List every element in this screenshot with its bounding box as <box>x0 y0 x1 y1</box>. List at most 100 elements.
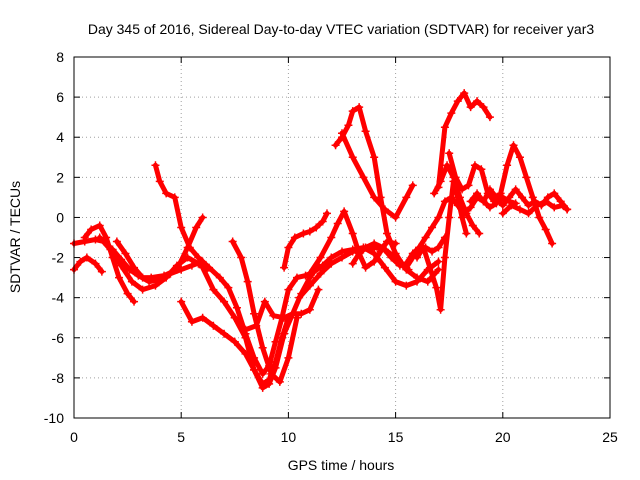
data-point <box>387 253 396 262</box>
data-point <box>348 259 357 268</box>
data-point <box>106 245 115 254</box>
data-point <box>378 243 387 252</box>
data-point <box>470 161 479 170</box>
data-point <box>121 249 130 258</box>
data-point <box>455 193 464 202</box>
data-point <box>299 229 308 238</box>
x-tick-label: 0 <box>70 429 78 445</box>
data-point <box>269 311 278 320</box>
data-point <box>241 333 250 342</box>
data-point <box>479 197 488 206</box>
data-point <box>355 103 364 112</box>
data-point <box>434 213 443 222</box>
data-point <box>370 257 379 266</box>
data-point <box>97 267 106 276</box>
data-point <box>423 277 432 286</box>
data-point <box>563 205 572 214</box>
data-point <box>475 229 484 238</box>
data-point <box>258 369 267 378</box>
data-point <box>209 285 218 294</box>
data-point <box>228 237 237 246</box>
data-point <box>267 369 276 378</box>
data-point <box>440 197 449 206</box>
plot-frame <box>73 56 611 419</box>
data-point <box>327 233 336 242</box>
data-point <box>430 189 439 198</box>
y-tick-label: 6 <box>56 89 64 105</box>
data-point <box>473 189 482 198</box>
data-point <box>548 239 557 248</box>
data-point <box>507 201 516 210</box>
data-point <box>91 235 100 244</box>
data-point <box>252 321 261 330</box>
data-point <box>432 283 441 292</box>
data-point <box>224 283 233 292</box>
data-point <box>466 103 475 112</box>
series-sat-u <box>445 141 557 248</box>
series-sat-v <box>466 185 572 214</box>
data-point <box>314 285 323 294</box>
data-point <box>434 257 443 266</box>
data-point <box>209 321 218 330</box>
data-point <box>237 253 246 262</box>
data-point <box>464 181 473 190</box>
data-point <box>380 263 389 272</box>
data-point <box>327 259 336 268</box>
data-point <box>348 153 357 162</box>
data-point <box>503 161 512 170</box>
data-point <box>391 213 400 222</box>
data-point <box>402 281 411 290</box>
data-point <box>82 253 91 262</box>
y-tick-label: -4 <box>52 290 65 306</box>
data-point <box>535 213 544 222</box>
data-point <box>462 209 471 218</box>
data-point <box>125 265 134 274</box>
data-point <box>505 193 514 202</box>
y-tick-label: 0 <box>56 209 64 225</box>
data-point <box>198 263 207 272</box>
data-point <box>370 153 379 162</box>
x-tick-label: 5 <box>177 429 185 445</box>
data-point <box>215 273 224 282</box>
y-tick-label: -2 <box>52 250 65 266</box>
data-point <box>138 285 147 294</box>
data-point <box>338 253 346 262</box>
data-point <box>518 193 527 202</box>
data-point <box>492 193 501 202</box>
grid <box>74 57 610 418</box>
data-point <box>458 185 467 194</box>
data-point <box>541 197 550 206</box>
data-point <box>419 243 428 252</box>
data-point <box>130 297 139 306</box>
data-point <box>479 103 488 112</box>
y-tick-label: 2 <box>56 169 64 185</box>
data-point <box>359 173 368 182</box>
data-point <box>522 173 531 182</box>
data-point <box>370 193 379 202</box>
x-tick-label: 15 <box>388 429 404 445</box>
data-point <box>295 293 304 302</box>
data-point <box>292 273 301 282</box>
data-point <box>451 173 460 182</box>
data-point <box>305 305 314 314</box>
data-point <box>380 205 389 214</box>
series-line <box>468 186 570 212</box>
y-tick-label: 8 <box>56 49 64 65</box>
data-point <box>127 277 136 286</box>
chart-title: Day 345 of 2016, Sidereal Day-to-day VTE… <box>88 21 594 37</box>
data-point <box>428 247 437 256</box>
series-sat-k <box>280 209 331 272</box>
data-point <box>402 193 411 202</box>
data-point <box>130 263 139 272</box>
data-point <box>170 193 179 202</box>
data-point <box>290 233 299 242</box>
data-point <box>312 223 321 232</box>
data-point <box>305 227 314 236</box>
data-point <box>391 277 400 286</box>
data-point <box>76 257 85 266</box>
data-point <box>466 197 475 206</box>
data-point <box>160 271 169 280</box>
data-point <box>91 259 100 268</box>
